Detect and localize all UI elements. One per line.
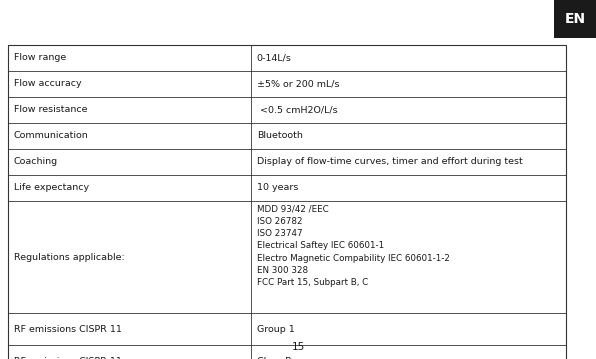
- Text: <0.5 cmH2O/L/s: <0.5 cmH2O/L/s: [257, 106, 337, 115]
- Text: Flow range: Flow range: [14, 53, 66, 62]
- Text: 15: 15: [291, 342, 305, 352]
- Text: Regulations applicable:: Regulations applicable:: [14, 252, 125, 261]
- Text: RF emissions CISPR 11: RF emissions CISPR 11: [14, 356, 122, 359]
- Bar: [554, 0, 596, 38]
- Text: Bluetooth: Bluetooth: [257, 131, 303, 140]
- Text: MDD 93/42 /EEC
ISO 26782
ISO 23747
Electrical Saftey IEC 60601-1
Electro Magneti: MDD 93/42 /EEC ISO 26782 ISO 23747 Elect…: [257, 205, 449, 287]
- Text: Class B: Class B: [257, 356, 291, 359]
- Text: Display of flow-time curves, timer and effort during test: Display of flow-time curves, timer and e…: [257, 158, 523, 167]
- Text: ±5% or 200 mL/s: ±5% or 200 mL/s: [257, 79, 339, 89]
- Text: 0-14L/s: 0-14L/s: [257, 53, 291, 62]
- Text: EN: EN: [564, 12, 585, 26]
- Text: Group 1: Group 1: [257, 325, 294, 334]
- Text: Flow resistance: Flow resistance: [14, 106, 88, 115]
- Text: Coaching: Coaching: [14, 158, 58, 167]
- Text: Communication: Communication: [14, 131, 89, 140]
- Text: Life expectancy: Life expectancy: [14, 183, 89, 192]
- Text: 10 years: 10 years: [257, 183, 298, 192]
- Text: Flow accuracy: Flow accuracy: [14, 79, 82, 89]
- Text: RF emissions CISPR 11: RF emissions CISPR 11: [14, 325, 122, 334]
